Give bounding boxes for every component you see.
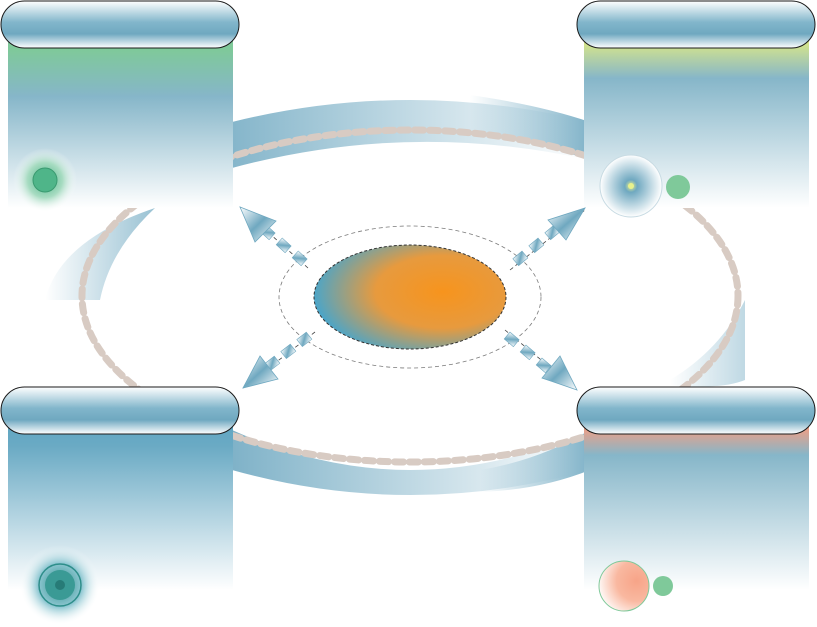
panel-body [584,410,809,590]
arrow-down-right [503,329,578,391]
ring-dash-path [78,126,742,466]
panel-header-pill[interactable] [0,0,240,49]
arrow-head [242,355,279,389]
bulb-icon-core [628,183,634,189]
ring-icon-center [55,580,65,590]
dot-icon-core [32,167,58,193]
small-dot-icon [666,175,690,199]
cycle-ring [45,95,745,495]
arrow-head [547,207,586,241]
arrow-up-right [509,207,586,271]
center-hub [278,225,542,369]
panel-bottom-left [0,386,240,625]
panel-header-pill[interactable] [576,386,816,435]
center-ellipse[interactable] [313,244,507,350]
panel-bottom-right [576,386,816,612]
arrow-head [239,206,277,243]
panel-top-left [0,0,240,212]
arrow-head [541,355,578,391]
panel-top-right [576,0,816,218]
ring-band-top-right [470,95,590,160]
ring-icon-outer [38,563,82,607]
panel-header-pill[interactable] [576,0,816,49]
circle-icon [598,560,650,612]
center-halo [278,225,542,369]
panel-header-pill[interactable] [0,386,240,435]
arrow-up-left [239,206,309,269]
ring-band-left [45,208,155,300]
arrow-down-left [242,331,316,389]
ring-band-right [670,300,745,387]
small-dot-icon [653,576,673,596]
